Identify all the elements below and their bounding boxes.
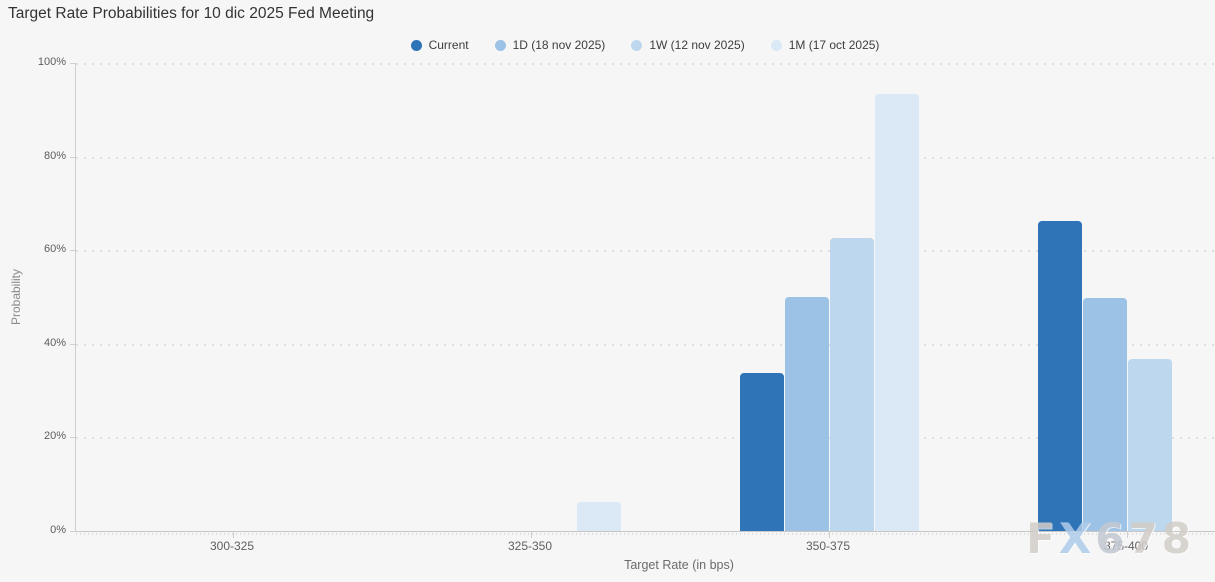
y-tick-label: 0% <box>50 524 66 536</box>
bar-1d-350-375[interactable] <box>784 297 829 531</box>
y-tick-mark <box>70 250 76 251</box>
x-axis-title: Target Rate (in bps) <box>624 558 734 572</box>
bar-1w-375-400[interactable] <box>1127 359 1172 531</box>
legend-item-1m[interactable]: 1M (17 oct 2025) <box>770 38 880 52</box>
bar-1w-350-375[interactable] <box>829 238 874 531</box>
legend-marker-icon <box>410 39 422 51</box>
bar-group-375-400 <box>1037 221 1215 531</box>
y-tick-label: 80% <box>43 150 66 162</box>
x-tick-mark <box>1127 532 1128 538</box>
y-tick-mark <box>70 344 76 345</box>
legend-label: 1D (18 nov 2025) <box>512 38 606 52</box>
x-tick-label-375-400: 375-400 <box>1103 539 1149 553</box>
y-tick-mark <box>70 157 76 158</box>
y-tick-mark <box>70 531 76 532</box>
gridline <box>76 344 1215 346</box>
y-axis-title: Probability <box>9 268 23 326</box>
legend-marker-icon <box>770 39 782 51</box>
axis-minor-ticks <box>76 533 1215 535</box>
bar-group-350-375 <box>739 94 919 531</box>
legend-item-1d[interactable]: 1D (18 nov 2025) <box>494 38 606 52</box>
bar-1m-325-350[interactable] <box>576 502 621 531</box>
bar-current-375-400[interactable] <box>1037 221 1082 531</box>
y-tick-mark <box>70 63 76 64</box>
bar-group-325-350 <box>441 502 621 531</box>
y-tick-label: 60% <box>43 243 66 255</box>
bar-1d-375-400[interactable] <box>1082 298 1127 531</box>
legend: Current 1D (18 nov 2025) 1W (12 nov 2025) 1… <box>75 36 1215 54</box>
gridline <box>76 437 1215 439</box>
chart-title: Target Rate Probabilities for 10 dic 202… <box>8 5 375 22</box>
y-tick-label: 100% <box>37 56 66 68</box>
gridline <box>76 63 1215 65</box>
y-tick-label: 20% <box>43 430 66 442</box>
legend-marker-icon <box>494 39 506 51</box>
x-tick-label-300-325: 300-325 <box>209 539 255 553</box>
plot-area <box>70 63 1215 538</box>
x-tick-label-325-350: 325-350 <box>507 539 553 553</box>
gridline <box>76 250 1215 252</box>
legend-marker-icon <box>631 39 643 51</box>
gridline <box>76 157 1215 159</box>
bar-current-350-375[interactable] <box>739 373 784 531</box>
legend-label: 1W (12 nov 2025) <box>649 38 745 52</box>
x-tick-mark <box>829 532 830 538</box>
legend-label: 1M (17 oct 2025) <box>788 38 880 52</box>
legend-label: Current <box>428 38 469 52</box>
x-tick-mark <box>531 532 532 538</box>
legend-item-1w[interactable]: 1W (12 nov 2025) <box>631 38 745 52</box>
x-tick-label-350-375: 350-375 <box>805 539 851 553</box>
bar-1m-350-375[interactable] <box>874 94 919 531</box>
y-tick-mark <box>70 437 76 438</box>
x-tick-mark <box>233 532 234 538</box>
y-tick-label: 40% <box>43 337 66 349</box>
legend-item-current[interactable]: Current <box>410 38 469 52</box>
